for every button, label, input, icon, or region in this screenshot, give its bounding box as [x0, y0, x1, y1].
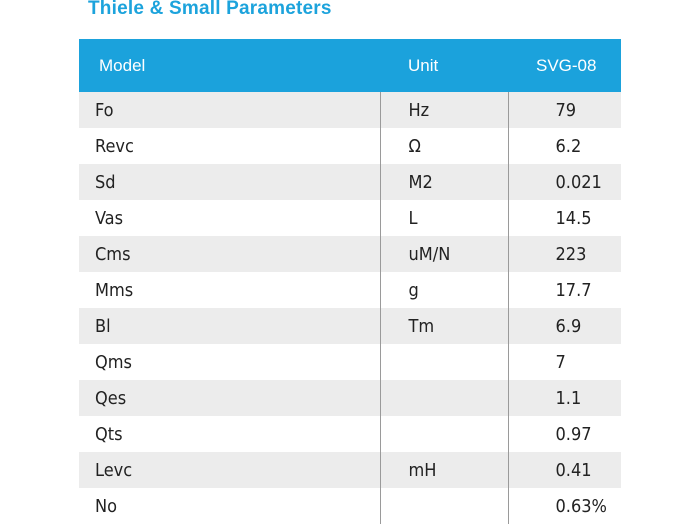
table-row: Levc mH 0.41: [79, 452, 621, 488]
table-row: Sd M2 0.021: [79, 164, 621, 200]
table-row: Qms 7: [79, 344, 621, 380]
table-row: Bl Tm 6.9: [79, 308, 621, 344]
cell-value: 223: [507, 236, 621, 272]
cell-unit: Hz: [379, 92, 508, 128]
cell-unit: [379, 416, 508, 452]
cell-unit: [379, 344, 508, 380]
cell-value: 6.9: [507, 308, 621, 344]
cell-model: Levc: [79, 452, 380, 488]
table-header: Model Unit SVG-08: [79, 39, 621, 92]
cell-unit: [379, 380, 508, 416]
cell-model: Fo: [79, 92, 380, 128]
cell-unit: uM/N: [379, 236, 508, 272]
cell-model: Cms: [79, 236, 380, 272]
table-row: Cms uM/N 223: [79, 236, 621, 272]
cell-unit: M2: [379, 164, 508, 200]
cell-model: Sd: [79, 164, 380, 200]
page-title: Thiele & Small Parameters: [88, 0, 332, 19]
column-header-svg-08: SVG-08: [508, 39, 621, 92]
cell-model: No: [79, 488, 380, 524]
table-row: Vas L 14.5: [79, 200, 621, 236]
column-header-unit: Unit: [380, 39, 508, 92]
cell-model: Qms: [79, 344, 380, 380]
cell-model: Qes: [79, 380, 380, 416]
table-row: Qes 1.1: [79, 380, 621, 416]
cell-value: 17.7: [507, 272, 621, 308]
table-row: Revc Ω 6.2: [79, 128, 621, 164]
cell-value: 14.5: [507, 200, 621, 236]
cell-unit: Tm: [379, 308, 508, 344]
cell-unit: L: [379, 200, 508, 236]
cell-unit: mH: [379, 452, 508, 488]
table-body: Fo Hz 79 Revc Ω 6.2 Sd M2 0.021 Vas L 14…: [79, 92, 621, 524]
cell-value: 0.97: [507, 416, 621, 452]
cell-value: 1.1: [507, 380, 621, 416]
parameters-table: Model Unit SVG-08 Fo Hz 79 Revc Ω 6.2 Sd…: [79, 39, 621, 524]
cell-model: Mms: [79, 272, 380, 308]
cell-model: Vas: [79, 200, 380, 236]
table-row: Qts 0.97: [79, 416, 621, 452]
header-row: Model Unit SVG-08: [79, 39, 621, 92]
cell-model: Bl: [79, 308, 380, 344]
cell-value: 0.63%: [507, 488, 621, 524]
cell-unit: Ω: [379, 128, 508, 164]
cell-value: 0.41: [507, 452, 621, 488]
cell-model: Revc: [79, 128, 380, 164]
column-header-model: Model: [79, 39, 380, 92]
table-row: Mms g 17.7: [79, 272, 621, 308]
cell-unit: [379, 488, 508, 524]
cell-value: 6.2: [507, 128, 621, 164]
cell-value: 0.021: [507, 164, 621, 200]
cell-value: 79: [507, 92, 621, 128]
cell-unit: g: [379, 272, 508, 308]
table-row: No 0.63%: [79, 488, 621, 524]
cell-value: 7: [507, 344, 621, 380]
table-row: Fo Hz 79: [79, 92, 621, 128]
cell-model: Qts: [79, 416, 380, 452]
